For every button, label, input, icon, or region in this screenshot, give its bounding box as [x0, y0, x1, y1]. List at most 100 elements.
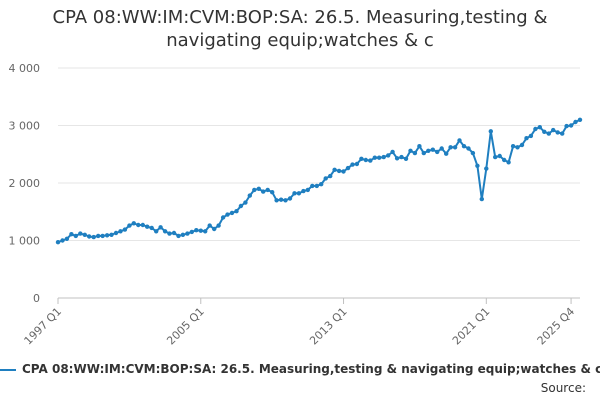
data-point: [109, 232, 114, 237]
data-point: [136, 222, 141, 228]
data-point: [537, 125, 542, 130]
data-point: [78, 231, 83, 236]
data-point: [73, 233, 79, 239]
data-point: [399, 154, 404, 160]
data-point: [336, 168, 342, 174]
data-point: [448, 145, 453, 150]
data-point: [519, 142, 525, 148]
x-tick-label: 1997 Q1: [22, 305, 65, 348]
data-point: [91, 234, 96, 240]
data-point: [412, 150, 418, 156]
data-point: [118, 229, 123, 234]
data-point: [493, 154, 498, 160]
legend-series-label: CPA 08:WW:IM:CVM:BOP:SA: 26.5. Measuring…: [22, 362, 600, 376]
chart-title: CPA 08:WW:IM:CVM:BOP:SA: 26.5. Measuring…: [0, 6, 600, 52]
y-tick-label: 0: [33, 292, 40, 305]
data-point: [69, 232, 74, 237]
data-point: [87, 234, 92, 239]
data-point: [296, 191, 302, 196]
chart-title-line-2: navigating equip;watches & c: [166, 30, 434, 51]
x-tick-label: 2021 Q1: [450, 305, 493, 348]
data-point: [122, 227, 128, 232]
data-point: [310, 183, 315, 189]
data-point: [82, 232, 88, 237]
data-point: [162, 229, 168, 234]
data-point: [533, 126, 538, 132]
data-point: [265, 187, 270, 193]
data-point: [283, 198, 288, 203]
data-point: [488, 129, 493, 134]
data-point: [180, 232, 186, 237]
data-point: [551, 127, 556, 133]
data-point: [546, 131, 551, 136]
data-point: [100, 233, 105, 239]
data-point: [203, 229, 208, 234]
data-point: [345, 165, 351, 171]
data-point: [359, 156, 364, 161]
data-point: [301, 188, 306, 194]
data-point: [568, 123, 574, 128]
data-point: [528, 133, 534, 139]
data-point: [475, 163, 480, 168]
data-point: [247, 193, 252, 198]
data-point: [207, 223, 212, 228]
data-point: [377, 155, 382, 160]
data-point: [212, 226, 217, 232]
data-point: [332, 167, 337, 172]
data-point: [430, 147, 435, 152]
data-point: [363, 157, 368, 163]
data-point: [457, 138, 462, 143]
data-point: [270, 190, 275, 195]
data-point: [194, 228, 199, 233]
data-point: [229, 210, 235, 216]
x-tick-label: 2025 Q4: [535, 305, 578, 348]
data-point: [394, 156, 400, 161]
data-point: [426, 148, 431, 153]
y-gridlines: [58, 67, 580, 299]
data-point: [104, 233, 110, 238]
data-point: [252, 187, 257, 193]
data-point: [439, 146, 444, 151]
data-point: [328, 173, 333, 179]
data-point: [368, 158, 373, 163]
series-line: [57, 118, 581, 244]
source-label: Source:: [540, 381, 586, 395]
data-point: [198, 228, 203, 233]
data-point: [60, 238, 65, 243]
data-point: [497, 153, 502, 159]
data-point: [573, 119, 578, 125]
data-series-line: [55, 117, 583, 245]
data-point: [461, 144, 467, 149]
data-point: [234, 209, 239, 214]
data-point: [319, 182, 324, 187]
y-tick-label: 3 000: [9, 120, 41, 133]
data-point: [167, 231, 172, 236]
chart-legend[interactable]: CPA 08:WW:IM:CVM:BOP:SA: 26.5. Measuring…: [0, 362, 600, 380]
data-point: [216, 223, 221, 228]
data-point: [158, 225, 163, 230]
data-point: [524, 136, 529, 141]
data-point: [444, 151, 449, 156]
data-point: [372, 155, 377, 160]
data-point: [403, 156, 409, 161]
data-point: [421, 150, 426, 156]
data-point: [305, 187, 310, 193]
data-point: [479, 196, 484, 202]
data-point: [238, 203, 244, 209]
legend-line-swatch-icon: [0, 368, 16, 371]
data-point: [341, 169, 346, 174]
data-point: [64, 236, 70, 241]
data-point: [452, 145, 458, 150]
data-point: [470, 150, 476, 156]
x-tick-label: 2005 Q1: [164, 305, 207, 348]
data-point: [510, 144, 516, 149]
data-point: [515, 145, 520, 150]
data-point: [386, 153, 391, 158]
data-point: [140, 222, 145, 228]
data-point: [381, 154, 386, 160]
data-point: [350, 162, 355, 167]
data-point: [256, 186, 261, 191]
data-point: [261, 189, 266, 194]
chart-title-line-1: CPA 08:WW:IM:CVM:BOP:SA: 26.5. Measuring…: [52, 7, 548, 28]
